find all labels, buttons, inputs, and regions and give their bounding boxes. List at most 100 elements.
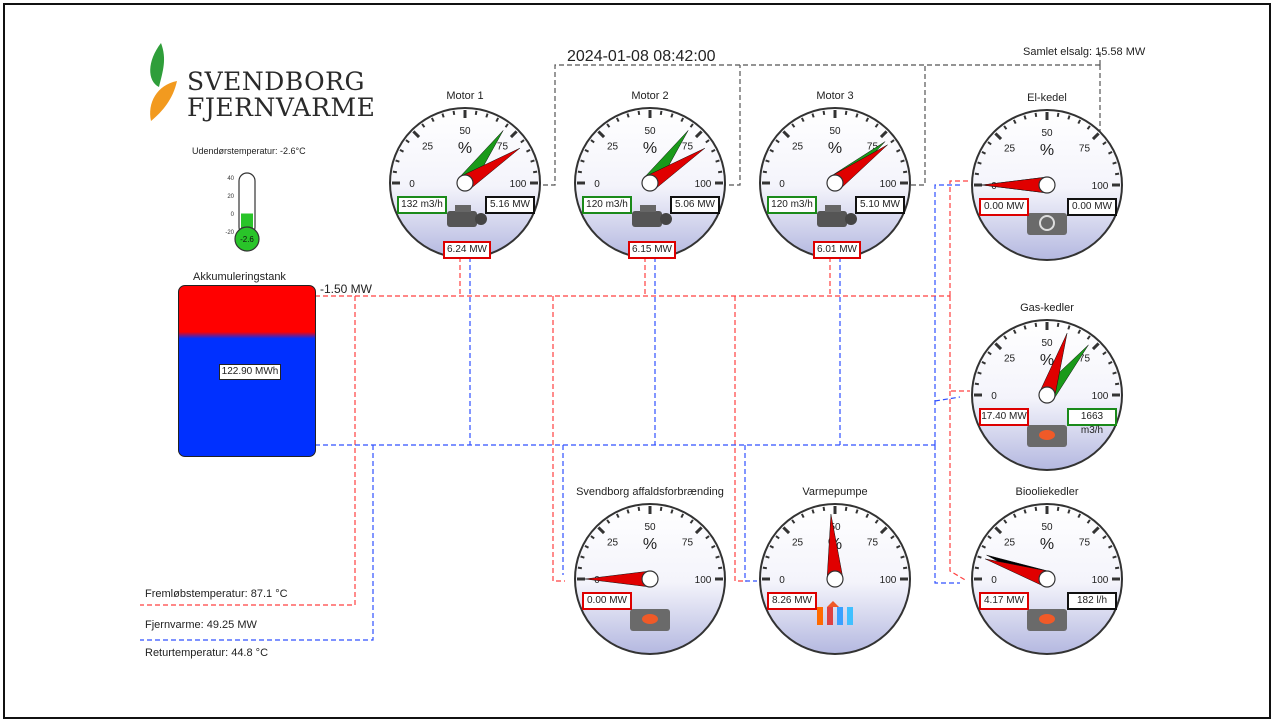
gauge-motor1[interactable]: 0 25 50 75 100% [385,103,545,263]
gauge-tick [626,509,630,514]
gauge-tick [606,519,611,524]
gauge-left-value: 120 m3/h [767,196,817,214]
gauge-tick [597,130,606,139]
gauge-hub [826,174,844,192]
gauge-tick [606,123,611,128]
gauge-tick [452,110,456,116]
gauge-tick [1012,329,1017,334]
gauge-tick [981,544,986,549]
gauge-tick-label: 0 [991,391,997,402]
gauge-tick [811,509,815,514]
gauge-tick [659,506,663,512]
gauge-tick [879,130,888,139]
return-temperature: Returtemperatur: 44.8 °C [145,647,269,659]
gauge-tick-label: 0 [779,179,785,190]
gauge-tick [900,159,905,163]
gauge-title: Biooliekedler [1015,486,1079,498]
gauge-tick [430,117,435,122]
gauge-tick-label: 100 [695,575,712,586]
gauge-hub [641,174,659,192]
gauge-title: Motor 2 [631,90,669,102]
gauge-tick [1112,555,1117,559]
gauge-tick [580,159,585,163]
gauge-hub [456,174,474,192]
gauge-left-value: 8.26 MW [767,592,817,610]
gauge-tick [1023,115,1027,120]
gauge-tick [1112,161,1117,165]
gauge-tick [977,371,982,375]
gauge-right-value: 1663 m3/h [1067,408,1117,436]
gauge-tick [584,148,589,153]
outdoor-temp-label: Udendørstemperatur: -2.6°C [192,146,306,156]
datetime: 2024-01-08 08:42:00 [567,48,716,65]
gauge-percent-label: % [458,140,472,157]
gauge-tick [1067,509,1071,514]
gauge-tick [1077,513,1082,518]
gauge-tick [584,544,589,549]
gauge-bottom-value: 6.24 MW [443,241,491,259]
gauge-motor3[interactable]: 0 25 50 75 100% [755,103,915,263]
gauge-tick [689,519,694,524]
gauge-tick-label: 75 [867,538,879,549]
gauge-tick [520,139,525,144]
gauge-tick-label: 0 [779,575,785,586]
gauge-tick [855,113,859,118]
gauge-tick [900,555,905,559]
gauge-tick [659,110,663,116]
burner-icon [1027,425,1067,447]
gauge-tick-label: 75 [682,142,694,153]
thermometer-icon: 40 20 0 -20 -2.6 [225,172,260,252]
gauge-tick [715,159,720,163]
gauge-tick [495,117,500,122]
gauge-gas[interactable]: 0 25 50 75 100% [967,315,1127,475]
gauge-tick-label: 100 [880,575,897,586]
gauge-tick [1034,322,1038,328]
storage-tank[interactable]: 122.90 MWh [178,285,316,457]
gauge-tick [1091,132,1100,141]
gauge-tick-label: 75 [497,142,509,153]
gauge-tick [890,139,895,144]
gauge-hub [641,570,659,588]
gauge-percent-label: % [1040,352,1054,369]
gauge-tick [526,148,531,153]
gauge-tick [775,535,780,540]
gauge-tick [405,139,410,144]
gauge-tick [791,123,796,128]
tank-title: Akkumuleringstank [193,271,286,283]
gauge-tick [800,513,805,518]
gauge-tick [441,113,445,118]
burner-icon [1027,609,1067,631]
gauge-tick [1112,371,1117,375]
gauge-tick [590,139,595,144]
gauge-tick-label: 100 [695,179,712,190]
gauge-tick-label: 75 [1079,354,1091,365]
total-power-sales: Samlet elsalg: 15.58 MW [1023,46,1146,58]
gauge-motor2[interactable]: 0 25 50 75 100% [570,103,730,263]
gauge-tick-label: 25 [1004,354,1016,365]
gauge-bio[interactable]: 0 25 50 75 100% [967,499,1127,659]
gauge-tick [670,509,674,514]
gauge-tick [974,382,980,386]
gauge-tick [530,159,535,163]
gauge-tick [711,148,716,153]
gauge-tick-label: 50 [829,522,841,533]
gauge-title: Varmepumpe [802,486,868,498]
gauge-tick-label: 25 [1004,144,1016,155]
gauge-tick [705,535,710,540]
gauge-tick [509,130,518,139]
gauge-tick [670,113,674,118]
gauge-tick-label: 50 [459,126,471,137]
burner-icon [630,609,670,631]
gauge-tick [1056,322,1060,328]
gauge-tick-label: 75 [867,142,879,153]
gauge-tick-label: 100 [1092,181,1109,192]
gauge-tick [1023,509,1027,514]
gauge-tick [765,555,770,559]
gauge-tick [717,566,723,570]
gauge-tick [762,170,768,174]
gauge-tick [791,519,796,524]
gauge-tick [1114,566,1120,570]
